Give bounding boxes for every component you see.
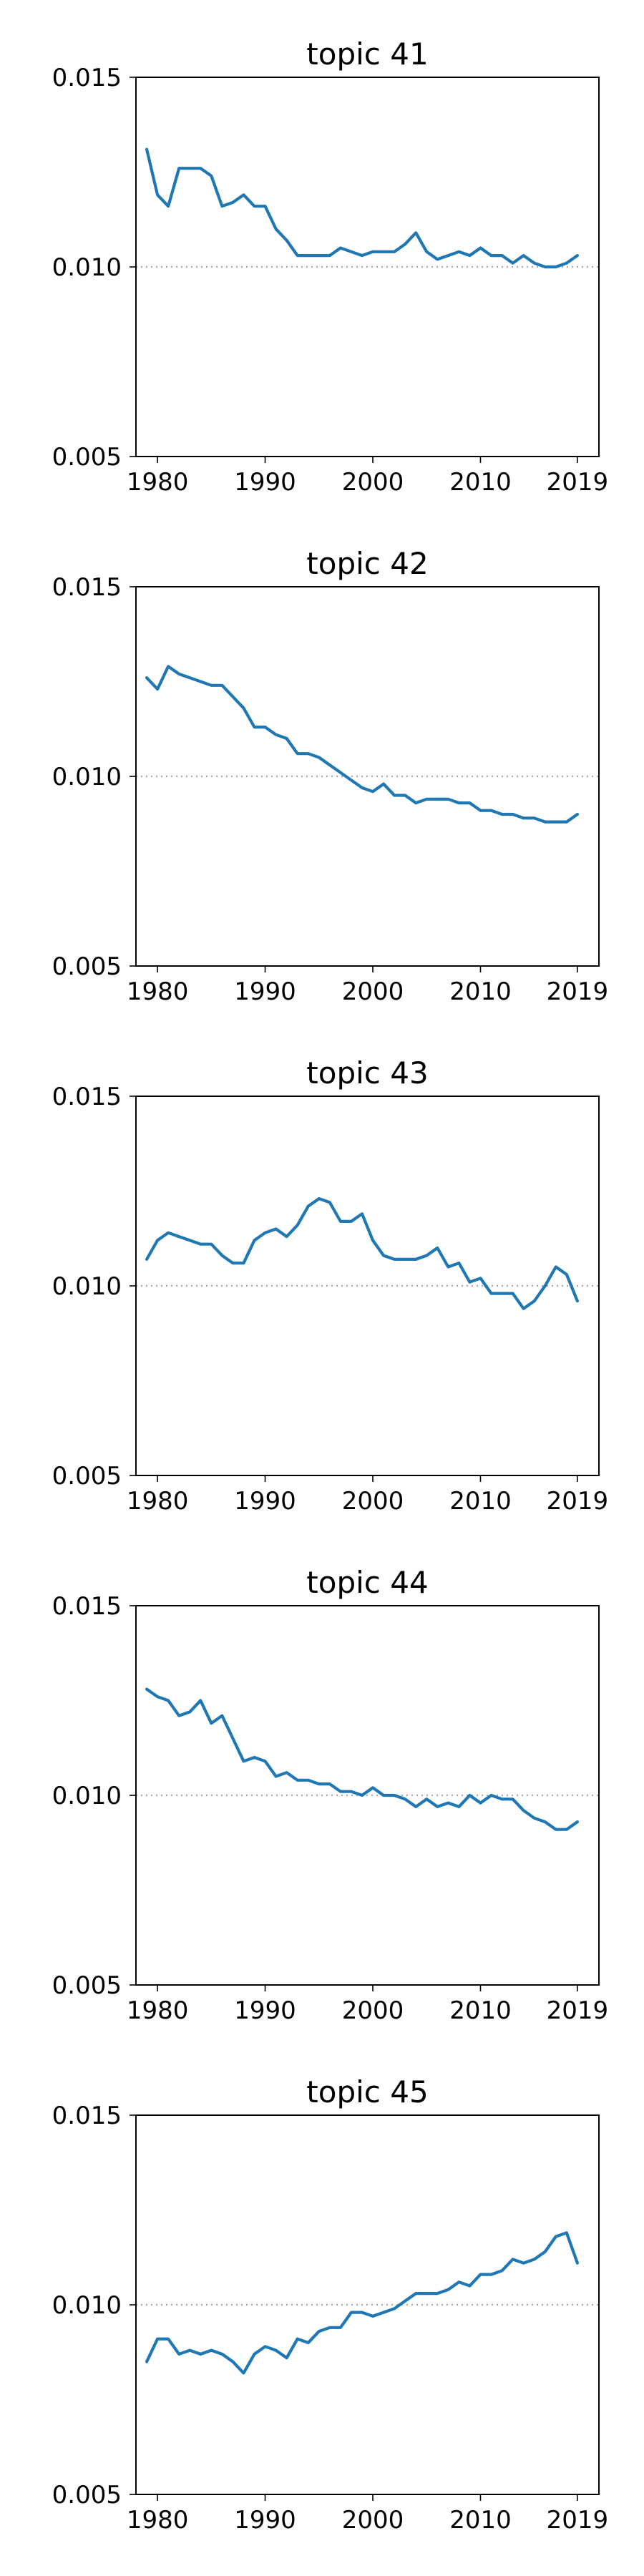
- series-line: [145, 2231, 580, 2375]
- x-tick-label: 2000: [342, 977, 404, 1006]
- y-tick-label: 0.010: [52, 1782, 122, 1810]
- x-tick-label: 2019: [547, 1487, 609, 1516]
- x-tick-label: 2000: [342, 1996, 404, 2025]
- y-tick-label: 0.005: [52, 443, 122, 472]
- topic-panel: topic 45 1980 1990 2000 2010 2019 0.005 0.010 0.…: [52, 2074, 609, 2534]
- x-tick-label: 2010: [449, 2506, 512, 2534]
- y-tick-label: 0.015: [52, 2102, 122, 2130]
- x-tick-label: 1990: [234, 977, 296, 1006]
- y-tick-label: 0.015: [52, 64, 122, 92]
- x-tick-label: 1990: [234, 1996, 296, 2025]
- series-line: [145, 1196, 580, 1310]
- x-tick-label: 1990: [234, 468, 296, 497]
- topic-panel: topic 41 1980 1990 2000 2010 2019 0.005 0.010 0.…: [52, 36, 609, 497]
- y-tick-label: 0.010: [52, 763, 122, 791]
- chart-title: topic 44: [306, 1565, 428, 1600]
- y-tick-label: 0.005: [52, 2481, 122, 2509]
- x-tick-label: 1980: [127, 468, 189, 497]
- y-tick-label: 0.010: [52, 2291, 122, 2320]
- x-tick-label: 2010: [449, 1487, 512, 1516]
- x-tick-label: 2019: [547, 2506, 609, 2534]
- chart-title: topic 42: [306, 546, 428, 581]
- x-tick-label: 1980: [127, 1487, 189, 1516]
- topic-panel: topic 43 1980 1990 2000 2010 2019 0.005 0.010 0.…: [52, 1055, 609, 1516]
- series-line: [145, 147, 580, 269]
- x-tick-label: 1990: [234, 2506, 296, 2534]
- series-line: [145, 1687, 580, 1831]
- x-tick-label: 1980: [127, 2506, 189, 2534]
- x-tick-label: 2000: [342, 2506, 404, 2534]
- x-tick-label: 2010: [449, 468, 512, 497]
- series-line: [145, 665, 580, 824]
- y-tick-label: 0.010: [52, 1272, 122, 1301]
- x-tick-label: 2000: [342, 468, 404, 497]
- y-tick-label: 0.010: [52, 253, 122, 282]
- x-tick-label: 1980: [127, 977, 189, 1006]
- x-tick-label: 2019: [547, 1996, 609, 2025]
- x-tick-label: 2010: [449, 977, 512, 1006]
- y-tick-label: 0.005: [52, 952, 122, 981]
- chart-title: topic 41: [306, 36, 428, 72]
- y-tick-label: 0.015: [52, 1083, 122, 1111]
- topic-panel: topic 44 1980 1990 2000 2010 2019 0.005 0.010 0.…: [52, 1565, 609, 2025]
- x-tick-label: 2019: [547, 977, 609, 1006]
- x-tick-label: 2000: [342, 1487, 404, 1516]
- y-tick-label: 0.015: [52, 1592, 122, 1621]
- y-tick-label: 0.005: [52, 1462, 122, 1491]
- topic-panel: topic 42 1980 1990 2000 2010 2019 0.005 0.010 0.…: [52, 546, 609, 1006]
- y-tick-label: 0.015: [52, 573, 122, 602]
- x-tick-label: 1980: [127, 1996, 189, 2025]
- x-tick-label: 2019: [547, 468, 609, 497]
- chart-title: topic 45: [306, 2074, 428, 2109]
- y-tick-label: 0.005: [52, 1971, 122, 2000]
- chart-title: topic 43: [306, 1055, 428, 1091]
- x-tick-label: 2010: [449, 1996, 512, 2025]
- x-tick-label: 1990: [234, 1487, 296, 1516]
